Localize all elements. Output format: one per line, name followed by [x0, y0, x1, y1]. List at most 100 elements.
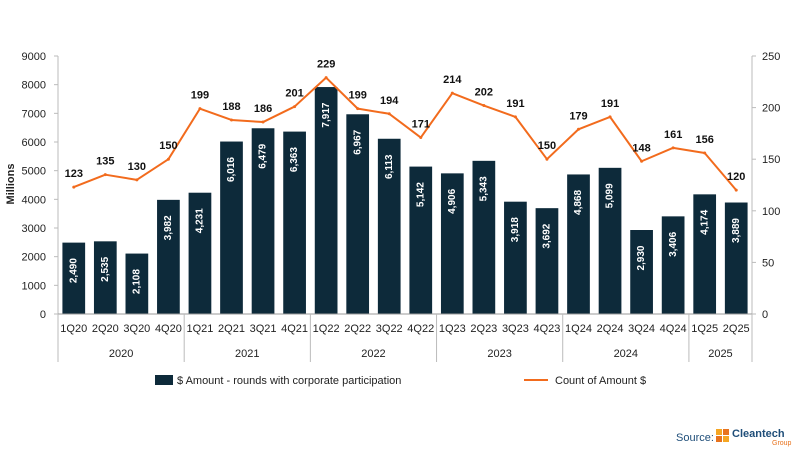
bar — [62, 242, 86, 314]
line-data-label: 135 — [96, 156, 114, 168]
x-axis: 1Q20 2Q20 3Q20 4Q20 1Q21 2Q21 3Q21 4Q21 1Q22 2Q22… — [57, 313, 753, 362]
bar-data-label: 4,868 — [573, 190, 584, 215]
line-point — [198, 107, 202, 111]
left-tick-label: 1000 — [22, 280, 46, 292]
line-labels: 123 135 130 150 199 188 186 201 229 199 194 171 214 2… — [65, 59, 746, 183]
legend-bar-label: $ Amount - rounds with corporate partici… — [177, 375, 401, 387]
line-data-label: 148 — [632, 142, 650, 154]
line-point — [734, 188, 738, 192]
cleantech-logo: Cleantech Group — [716, 428, 792, 447]
line-point — [103, 173, 107, 177]
line-data-label: 161 — [664, 129, 682, 141]
line-point — [293, 105, 297, 109]
year-label: 2022 — [361, 348, 385, 360]
bar — [314, 87, 338, 315]
bar — [567, 174, 590, 314]
bar — [693, 194, 717, 314]
line-data-label: 191 — [601, 98, 619, 110]
line-data-label: 188 — [222, 101, 240, 113]
line-point — [640, 159, 644, 163]
right-tick-label: 150 — [762, 154, 780, 166]
bar — [157, 199, 180, 314]
count-line — [73, 76, 737, 191]
bar-series — [62, 87, 748, 315]
left-tick-label: 8000 — [22, 80, 46, 92]
bar-data-label: 4,174 — [699, 209, 710, 234]
line-data-label: 150 — [538, 140, 556, 152]
line-point — [671, 146, 675, 150]
left-axis: 0 1000 2000 3000 4000 5000 6000 7000 8000 9000 — [22, 51, 59, 321]
bar — [409, 166, 433, 314]
bar — [535, 208, 559, 314]
line-point — [482, 104, 486, 108]
line-data-label: 120 — [727, 171, 745, 183]
line-point — [545, 157, 549, 161]
x-tick-label: 3Q23 — [502, 323, 529, 335]
bar-data-label: 4,231 — [195, 208, 206, 233]
line-point — [230, 118, 233, 122]
bar-data-label: 2,930 — [636, 245, 647, 270]
line-data-label: 186 — [254, 103, 272, 115]
right-tick-label: 200 — [762, 103, 780, 115]
bar — [598, 167, 622, 314]
left-tick-label: 7000 — [22, 108, 46, 120]
bar-data-label: 4,906 — [447, 188, 458, 213]
x-tick-label: 3Q22 — [376, 323, 403, 335]
bar-data-label: 3,982 — [163, 215, 174, 240]
line-point — [356, 107, 360, 111]
line-point — [72, 185, 76, 189]
bar — [472, 160, 496, 314]
x-tick-label: 3Q24 — [628, 323, 655, 335]
line-data-label: 179 — [569, 110, 587, 122]
x-tick-label: 2Q24 — [597, 323, 624, 335]
bar — [440, 173, 464, 314]
line-point — [166, 157, 170, 161]
logo-subtitle: Group — [772, 440, 792, 447]
x-tick-label: 2Q22 — [344, 323, 371, 335]
bar-data-label: 2,535 — [100, 256, 111, 281]
x-tick-label: 1Q25 — [691, 323, 718, 335]
line-data-label: 171 — [412, 119, 430, 131]
year-label: 2021 — [235, 348, 259, 360]
bar — [630, 230, 653, 314]
x-tick-label: 2Q23 — [470, 323, 497, 335]
line-data-label: 156 — [696, 134, 714, 146]
bar-data-label: 5,099 — [605, 183, 616, 208]
bar-data-label: 2,490 — [68, 258, 79, 283]
line-point — [387, 112, 391, 116]
year-label: 2025 — [708, 348, 732, 360]
bar-data-label: 3,406 — [668, 231, 679, 256]
right-tick-label: 50 — [762, 257, 774, 269]
y-axis-title: Millions — [5, 164, 17, 205]
x-tick-label: 4Q24 — [660, 323, 687, 335]
x-tick-label: 3Q20 — [123, 323, 150, 335]
line-data-label: 123 — [65, 168, 83, 180]
year-label: 2023 — [487, 348, 511, 360]
bar-data-label: 6,967 — [352, 129, 363, 154]
line-point — [419, 136, 423, 140]
x-tick-label: 4Q20 — [155, 323, 182, 335]
source-label: Source: — [676, 432, 714, 444]
bar-data-label: 5,343 — [479, 176, 490, 201]
left-tick-label: 6000 — [22, 137, 46, 149]
logo-name: Cleantech — [732, 428, 785, 440]
bar-data-label: 6,363 — [289, 147, 300, 172]
line-data-label: 201 — [285, 88, 303, 100]
line-data-label: 130 — [128, 161, 146, 173]
x-tick-label: 2Q25 — [723, 323, 750, 335]
line-data-label: 229 — [317, 59, 335, 71]
left-tick-label: 0 — [40, 309, 46, 321]
line-data-label: 199 — [349, 90, 367, 102]
bar-data-label: 6,113 — [384, 154, 395, 179]
x-tick-label: 1Q22 — [313, 323, 340, 335]
bar — [661, 216, 685, 314]
legend-line-label: Count of Amount $ — [555, 375, 646, 387]
bar-labels: 2,490 2,535 2,108 3,982 4,231 6,016 6,479 6,363… — [68, 102, 741, 294]
line-point — [608, 115, 612, 119]
bar-data-label: 6,479 — [258, 143, 269, 168]
bar — [283, 131, 306, 314]
line-data-label: 194 — [380, 95, 399, 107]
line-point — [577, 127, 580, 131]
right-tick-label: 0 — [762, 309, 768, 321]
